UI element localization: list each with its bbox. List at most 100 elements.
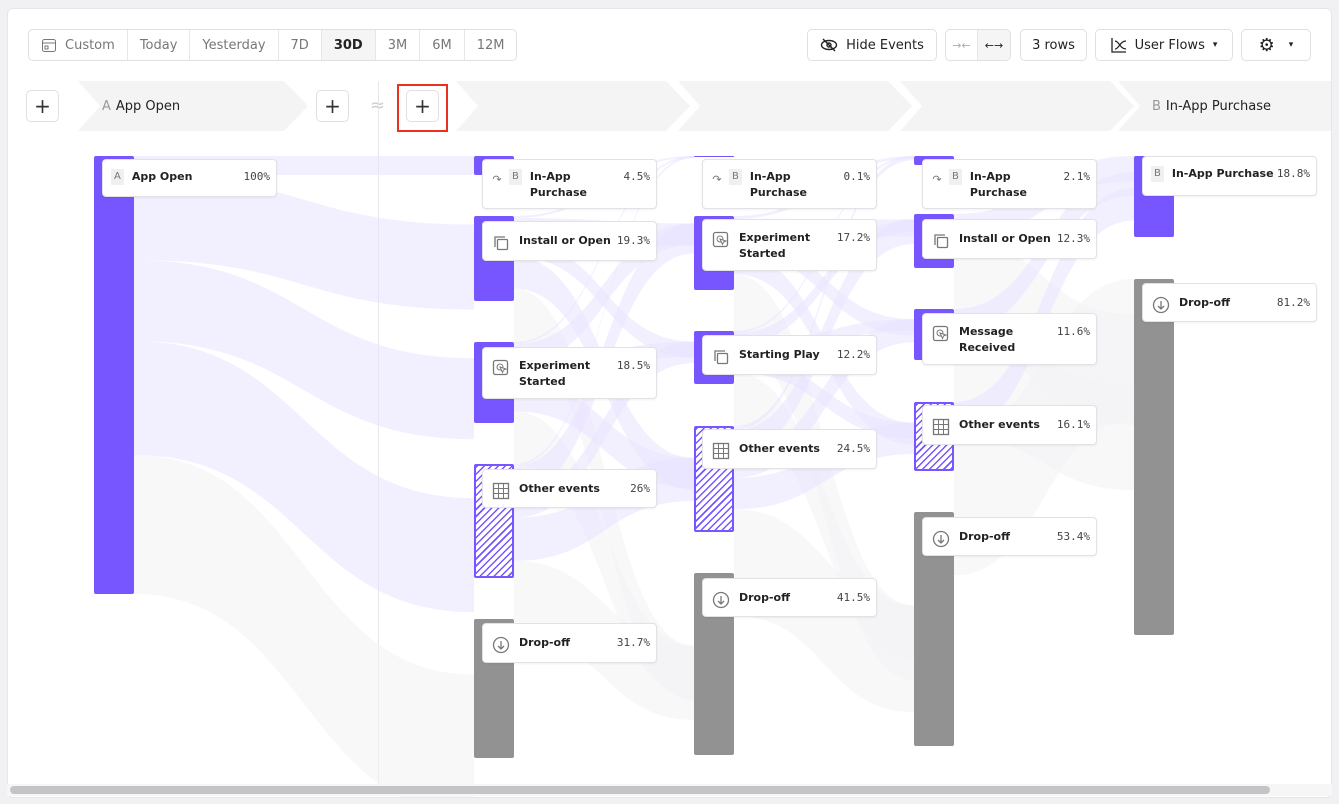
add-step-button[interactable]: + [406, 90, 439, 122]
flow-node[interactable]: Other events 24.5% [702, 429, 877, 469]
node-label: Install or Open [519, 234, 611, 247]
flow-node[interactable]: Experiment Started 17.2% [702, 219, 877, 271]
add-step-after-a-button[interactable]: + [316, 90, 349, 122]
node-percent: 16.1% [1056, 418, 1090, 431]
node-label: Drop-off [739, 591, 791, 604]
node-label: Other events [959, 418, 1040, 431]
flow-node[interactable]: Message Received 11.6% [922, 313, 1097, 365]
flow-node[interactable]: Drop-off 41.5% [702, 578, 877, 617]
node-percent: 26% [630, 482, 650, 495]
flow-node[interactable]: A App Open 100% [102, 159, 277, 197]
step-header-3 [678, 81, 912, 131]
flow-node[interactable]: ↷ B In-App Purchase 0.1% [702, 159, 877, 209]
node-percent: 12.3% [1056, 232, 1090, 245]
collapse-icon[interactable]: →← [946, 30, 979, 60]
node-label: Drop-off [959, 530, 1011, 543]
date-7d[interactable]: 7D [279, 30, 322, 60]
step-header-b[interactable]: B In-App Purchase [1118, 81, 1332, 131]
node-percent: 31.7% [616, 636, 650, 649]
flow-link[interactable] [134, 260, 474, 440]
node-label: App Open [131, 170, 193, 183]
compact-expand-toggle: →← ←→ [945, 29, 1011, 61]
cursor-click-icon [711, 230, 731, 250]
node-bar[interactable] [1134, 279, 1174, 635]
add-step-before-button[interactable]: + [26, 90, 59, 122]
flow-node[interactable]: Other events 26% [482, 469, 657, 508]
node-percent: 100% [243, 170, 271, 183]
expand-icon[interactable]: ←→ [978, 30, 1010, 60]
node-percent: 4.5% [623, 170, 651, 183]
node-label: In-App Purchase [969, 170, 1027, 199]
flow-node[interactable]: Drop-off 81.2% [1142, 283, 1317, 322]
date-custom[interactable]: Custom [29, 30, 128, 60]
date-3m[interactable]: 3M [376, 30, 421, 60]
flow-node[interactable]: Experiment Started 18.5% [482, 347, 657, 399]
node-label: Other events [519, 482, 600, 495]
step-letter: B [729, 169, 742, 185]
step-header-4 [900, 81, 1134, 131]
flow-node[interactable]: Other events 16.1% [922, 405, 1097, 445]
rows-button[interactable]: 3 rows [1020, 29, 1087, 61]
gap-symbol: ≈ [370, 95, 385, 116]
node-percent: 81.2% [1276, 296, 1310, 309]
node-label: Install or Open [959, 232, 1051, 245]
node-label: Drop-off [1179, 296, 1231, 309]
highlight-box [397, 84, 448, 132]
date-6m[interactable]: 6M [420, 30, 465, 60]
grid-icon [711, 441, 731, 461]
flow-node[interactable]: ↷ B In-App Purchase 4.5% [482, 159, 657, 209]
node-bar[interactable] [94, 156, 134, 594]
node-label: Drop-off [519, 636, 571, 649]
flows-chart-icon [1110, 38, 1126, 53]
step-letter: B [1151, 166, 1164, 182]
redo-arrow-icon: ↷ [492, 172, 502, 186]
grid-icon [931, 417, 951, 437]
node-percent: 41.5% [836, 591, 870, 604]
redo-arrow-icon: ↷ [932, 172, 942, 186]
node-label: Experiment Started [519, 359, 591, 388]
gear-icon: ⚙ [1258, 34, 1275, 56]
flow-link[interactable] [134, 341, 474, 613]
node-percent: 2.1% [1063, 170, 1091, 183]
drop-off-icon [491, 635, 511, 655]
date-today[interactable]: Today [128, 30, 191, 60]
flow-node[interactable]: B In-App Purchase 18.8% [1142, 156, 1317, 196]
settings-button[interactable]: ⚙ ▾ [1241, 29, 1311, 61]
step-letter: B [509, 169, 522, 185]
date-yesterday[interactable]: Yesterday [190, 30, 279, 60]
flows-panel: Custom Today Yesterday 7D 30D 3M 6M 12M … [7, 8, 1332, 798]
flow-node[interactable]: Install or Open 19.3% [482, 221, 657, 261]
flow-node[interactable]: ↷ B In-App Purchase 2.1% [922, 159, 1097, 209]
node-percent: 0.1% [843, 170, 871, 183]
divider [378, 81, 379, 786]
step-letter: A [111, 169, 124, 185]
flow-node[interactable]: Drop-off 31.7% [482, 623, 657, 663]
node-percent: 19.3% [616, 234, 650, 247]
step-header-a[interactable]: A App Open [78, 81, 308, 131]
node-label: Experiment Started [739, 231, 811, 260]
calendar-icon [42, 39, 56, 52]
node-percent: 12.2% [836, 348, 870, 361]
eye-off-icon [820, 38, 838, 52]
node-label: In-App Purchase [529, 170, 587, 199]
cursor-click-icon [491, 358, 511, 378]
scrollbar-thumb[interactable] [10, 786, 1270, 794]
hide-events-button[interactable]: Hide Events [807, 29, 937, 61]
node-percent: 18.8% [1276, 167, 1310, 180]
chevron-down-icon: ▾ [1288, 40, 1294, 50]
flow-node[interactable]: Install or Open 12.3% [922, 219, 1097, 259]
node-label: Message Received [959, 325, 1016, 354]
horizontal-scrollbar[interactable] [7, 784, 1332, 796]
node-percent: 53.4% [1056, 530, 1090, 543]
flow-link[interactable] [134, 455, 474, 798]
view-selector[interactable]: User Flows ▾ [1095, 29, 1233, 61]
date-30d[interactable]: 30D [321, 30, 376, 60]
flow-node[interactable]: Starting Play 12.2% [702, 335, 877, 375]
node-label: In-App Purchase [749, 170, 807, 199]
grid-icon [491, 481, 511, 501]
flow-node[interactable]: Drop-off 53.4% [922, 517, 1097, 556]
date-12m[interactable]: 12M [476, 37, 505, 53]
node-bar[interactable] [694, 156, 734, 157]
node-label: In-App Purchase [1171, 167, 1274, 180]
copy-icon [931, 231, 951, 251]
